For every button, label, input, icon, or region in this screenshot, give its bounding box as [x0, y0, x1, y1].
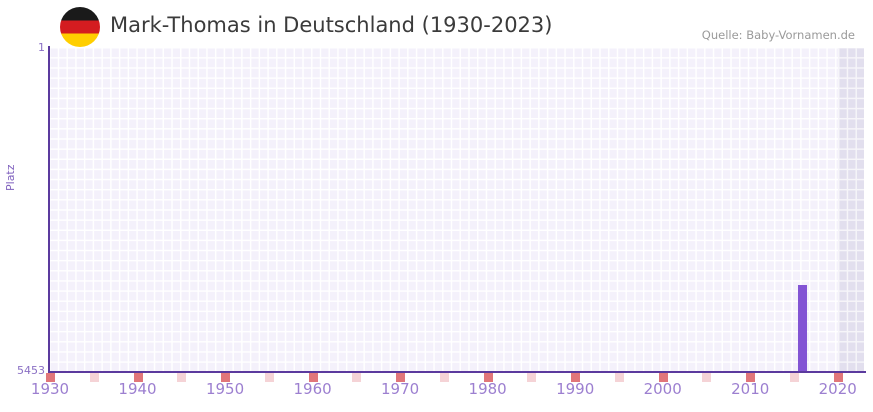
chart-source-label: Quelle: Baby-Vornamen.de: [701, 28, 855, 42]
x-axis-tick-mark: [396, 373, 406, 382]
chart-title: Mark-Thomas in Deutschland (1930-2023): [110, 13, 553, 37]
x-axis-tick-mark: [614, 373, 624, 382]
x-axis-tick-label: 1970: [381, 380, 420, 398]
x-axis-tick-label: 1960: [293, 380, 332, 398]
y-axis-tick-label-bottom: 5453: [17, 364, 45, 377]
x-axis-tick-mark: [133, 373, 143, 382]
x-axis-tick-mark: [527, 373, 537, 382]
x-axis-tick-mark: [221, 373, 231, 382]
x-axis-tick-mark: [702, 373, 712, 382]
x-axis-tick-label: 2000: [643, 380, 682, 398]
x-axis-tick-mark: [571, 373, 581, 382]
x-axis-line: [48, 371, 866, 373]
x-axis-tick-label: 1940: [118, 380, 157, 398]
x-axis-tick-label: 1980: [468, 380, 507, 398]
x-axis-tick-mark: [352, 373, 362, 382]
x-axis-tick-mark: [833, 373, 843, 382]
x-axis-tick-label: 1990: [556, 380, 595, 398]
x-axis-tick-mark: [46, 373, 55, 382]
x-axis-tick-mark: [439, 373, 449, 382]
x-axis-tick-mark: [264, 373, 274, 382]
x-axis-tick-label: 1950: [205, 380, 245, 398]
german-flag-icon: [60, 7, 100, 47]
x-axis-tick-mark: [789, 373, 799, 382]
x-axis-tick-mark: [177, 373, 187, 382]
x-axis-tick-label: 2010: [731, 380, 770, 398]
plot-gridlines: [50, 48, 864, 372]
bar-data-point[interactable]: [798, 285, 808, 372]
x-axis-tick-label: 1930: [30, 380, 70, 398]
y-axis-title: Platz: [4, 164, 17, 191]
y-axis-tick-label-top: 1: [38, 41, 45, 54]
shaded-region-gridlines: [837, 48, 864, 372]
x-axis-tick-mark: [89, 373, 99, 382]
x-axis-tick-mark: [483, 373, 493, 382]
plot-area: [50, 48, 864, 372]
x-axis-tick-mark: [658, 373, 668, 382]
y-axis-line: [48, 46, 50, 374]
x-axis-tick-mark: [308, 373, 318, 382]
x-axis-tick-mark: [746, 373, 756, 382]
x-axis-tick-label: 2020: [818, 380, 857, 398]
shaded-future-region: [837, 48, 864, 372]
